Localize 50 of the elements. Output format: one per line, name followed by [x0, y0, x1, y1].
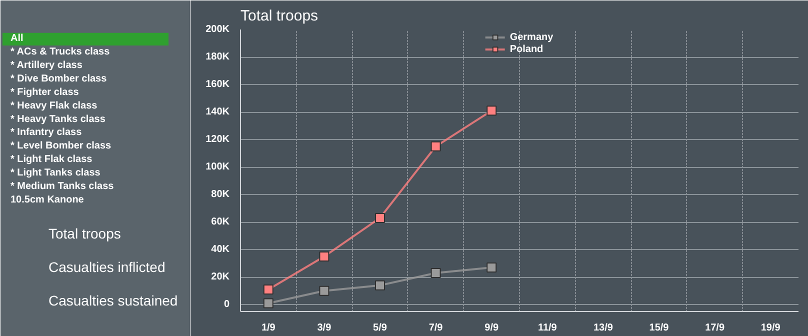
text: * Artillery class	[10, 60, 83, 72]
text: * Level Bomber class	[10, 140, 112, 152]
text: 10.5cm Kanone	[10, 194, 84, 206]
text: All	[10, 33, 24, 44]
y-tick-label: 100K	[206, 162, 230, 173]
text: * Dive Bomber class	[10, 74, 108, 85]
chart-title: Total troops	[240, 8, 318, 24]
y-tick-label: 180K	[206, 52, 230, 63]
x-tick-label: 15/9	[649, 322, 670, 334]
x-tick-label: 17/9	[705, 322, 725, 334]
point	[486, 106, 497, 116]
x-tick-label: 1/9	[261, 322, 276, 334]
y-tick-label: 60K	[211, 216, 230, 228]
x-tick-label: 5/9	[373, 322, 388, 334]
point	[486, 262, 497, 272]
text: Casualties sustained	[48, 292, 178, 309]
text: * Infantry class	[10, 127, 82, 138]
y-tick-label: 120K	[206, 134, 230, 146]
text: Total troops	[48, 225, 121, 242]
point	[263, 298, 274, 308]
point	[319, 251, 330, 262]
y-tick-label: 160K	[206, 79, 230, 90]
x-tick-label: 3/9	[317, 322, 332, 334]
y-tick-label: 80K	[211, 189, 230, 200]
point	[375, 280, 385, 290]
text: * ACs & Trucks class	[10, 46, 110, 58]
y-tick-label: 0	[224, 299, 230, 310]
x-tick-label: 7/9	[428, 322, 444, 334]
x-tick-label: 19/9	[760, 322, 781, 334]
point	[375, 212, 385, 223]
text: * Light Tanks class	[10, 168, 101, 179]
point	[430, 141, 441, 152]
point	[430, 268, 441, 278]
y-tick-label: 200K	[206, 24, 230, 35]
point	[319, 286, 330, 296]
y-tick-label: 40K	[211, 244, 230, 256]
x-tick-label: 9/9	[484, 322, 499, 334]
text: * Light Flak class	[10, 154, 93, 166]
y-tick-label: 140K	[206, 106, 230, 118]
point	[263, 284, 274, 294]
x-tick-label: 11/9	[538, 322, 558, 334]
legend-label: Germany	[510, 31, 554, 43]
text: * Fighter class	[10, 86, 80, 98]
text: * Heavy Tanks class	[10, 114, 106, 125]
text: * Heavy Flak class	[10, 100, 98, 112]
text: * Medium Tanks class	[10, 180, 114, 192]
legend-label: Poland	[510, 43, 544, 55]
y-tick-label: 20K	[211, 272, 230, 283]
text: Casualties inflicted	[48, 259, 166, 276]
x-tick-label: 13/9	[593, 322, 614, 334]
